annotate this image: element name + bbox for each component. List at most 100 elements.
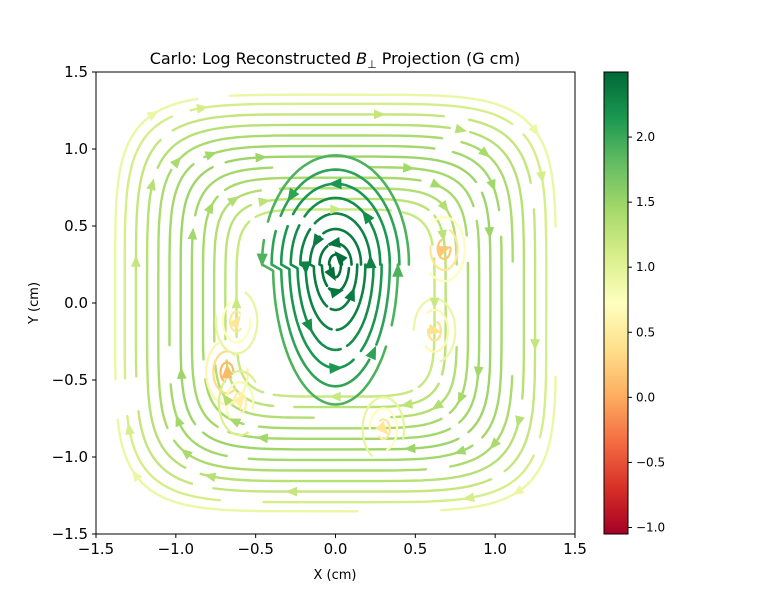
pocket-streamline (205, 342, 249, 406)
stream-arrow (329, 287, 344, 299)
stream-arrow (203, 472, 217, 483)
y-tick-label: −1.0 (52, 448, 88, 466)
stream-arrow (365, 254, 377, 269)
stream-arrow (329, 391, 341, 402)
stream-arrow (431, 399, 444, 410)
y-tick-label: −0.5 (52, 371, 88, 389)
stream-arrow (403, 443, 416, 454)
vortex-streamline (329, 263, 359, 312)
stream-arrow (334, 251, 348, 265)
pocket-streamline (225, 381, 255, 422)
streamline (458, 219, 481, 424)
vortex-streamline (322, 227, 363, 266)
vortex-streamline (345, 263, 375, 347)
stream-arrow (285, 486, 297, 497)
vortex-streamline (335, 263, 367, 332)
stream-arrow (365, 345, 377, 361)
streamline (183, 398, 197, 426)
colorbar-tick-label: 0.0 (636, 390, 655, 404)
pocket-streamline (217, 370, 257, 437)
stream-arrow (473, 366, 484, 379)
streamline (209, 450, 228, 458)
streamline (481, 235, 503, 439)
colorbar (603, 71, 629, 535)
streamline (114, 97, 199, 381)
stream-arrow (228, 315, 241, 330)
stream-arrow (131, 255, 141, 267)
vortex-streamline (313, 212, 372, 266)
x-axis: −1.5 −1.0 −0.5 0.0 0.5 1.0 1.5 (78, 534, 587, 558)
streamline (448, 261, 470, 415)
arrows-layer (125, 103, 546, 503)
vortex-streamline (289, 224, 342, 352)
streamline (272, 389, 414, 398)
stream-arrow (462, 492, 475, 503)
streamline (468, 118, 532, 184)
stream-arrow (233, 396, 245, 411)
stream-arrow (227, 196, 240, 207)
streamline (173, 439, 428, 472)
y-tick-label: 1.5 (64, 63, 88, 81)
streamline (203, 144, 436, 159)
streamline (503, 265, 537, 473)
streamline (123, 115, 174, 380)
vortex-streamline (266, 154, 411, 266)
stream-arrow (203, 201, 214, 215)
stream-arrow (255, 152, 268, 163)
stream-arrow (312, 233, 325, 248)
pocket-streamline (368, 407, 399, 451)
vortex-streamline (260, 238, 388, 406)
stream-arrow (489, 437, 501, 450)
stream-arrow (132, 469, 143, 483)
pocket-streamline (412, 297, 457, 363)
vortex-streamline (270, 229, 371, 388)
streamline (257, 417, 443, 430)
streamline (522, 133, 548, 439)
stream-arrow (330, 204, 342, 215)
streamline (168, 163, 195, 347)
streamline (157, 168, 173, 430)
colorbar-tick-label: 1.0 (636, 260, 655, 274)
stream-arrow (344, 287, 355, 302)
pocket-streamline (232, 392, 248, 414)
stream-arrow (530, 339, 540, 351)
pocket-streamline (361, 396, 406, 457)
streamline (223, 183, 236, 192)
streamline (438, 94, 557, 228)
streamline (156, 123, 451, 169)
x-tick-label: −1.5 (78, 540, 114, 558)
pocket-streamline (212, 350, 237, 395)
stream-arrow (427, 323, 442, 335)
stream-arrow (486, 178, 496, 192)
streamline (134, 138, 162, 378)
streamline (460, 140, 514, 263)
streamline (189, 102, 514, 126)
x-tick-label: −1.0 (158, 540, 194, 558)
vortex-streamline (318, 245, 329, 288)
streamline (504, 420, 520, 453)
stream-arrow (196, 103, 209, 114)
stream-arrow (175, 414, 185, 428)
streamline (247, 444, 474, 462)
streamline (199, 450, 507, 483)
stream-arrow (222, 393, 234, 406)
streamline (262, 454, 535, 504)
stream-arrow (375, 421, 389, 435)
stream-arrow (536, 171, 546, 184)
streamline (401, 211, 434, 246)
streamline (227, 427, 452, 440)
stream-arrow (429, 297, 440, 310)
stream-arrow (256, 253, 268, 268)
chart-title: Carlo: Log Reconstructed B⊥ Projection (… (150, 49, 521, 71)
streamline (228, 93, 441, 97)
colorbar-ticks: −1.0 −0.5 0.0 0.5 1.0 1.5 2.0 (628, 130, 665, 534)
pocket-streamline (214, 291, 259, 355)
streamline (171, 113, 445, 132)
stream-arrow (515, 415, 525, 428)
x-tick-label: 0.0 (324, 540, 348, 558)
streamline (467, 191, 492, 434)
stream-arrow (170, 156, 182, 169)
stream-arrow (402, 162, 415, 173)
stream-arrow (287, 187, 300, 203)
